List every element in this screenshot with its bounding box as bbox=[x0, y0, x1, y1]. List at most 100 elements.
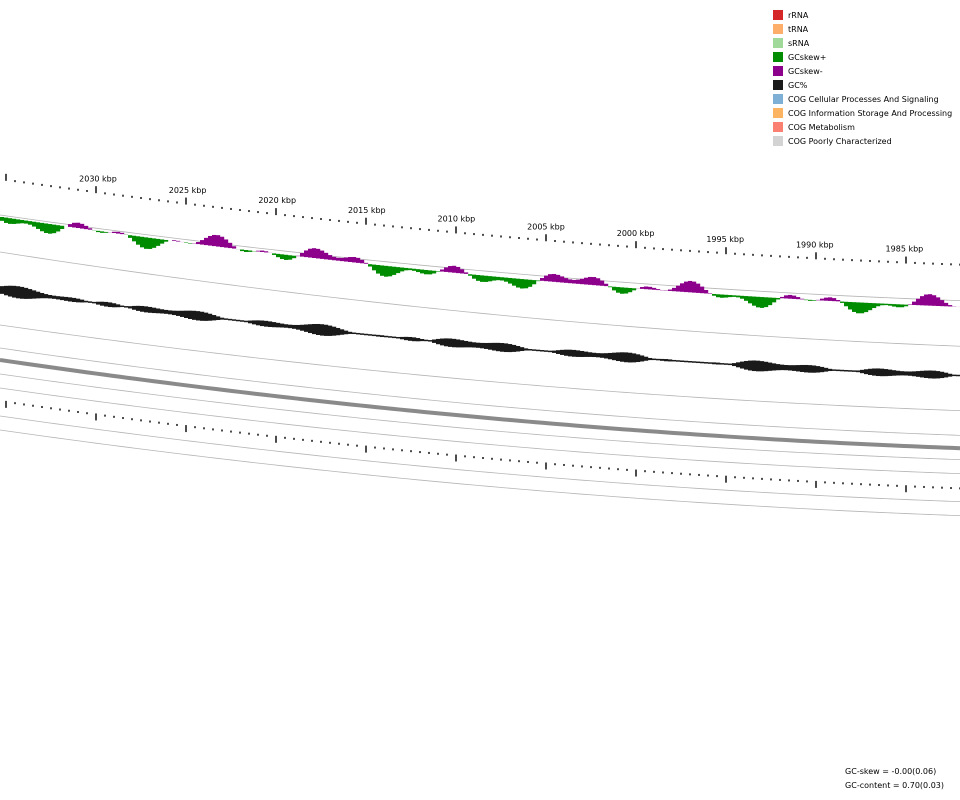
gc-content-bar bbox=[180, 310, 185, 317]
gc-skew-plus-bar bbox=[392, 266, 397, 275]
gc-skew-minus-bar bbox=[344, 257, 349, 262]
gc-content-bar bbox=[684, 360, 689, 363]
gc-content-bar bbox=[544, 350, 549, 352]
gc-skew-minus-bar bbox=[780, 296, 785, 299]
gc-skew-plus-bar bbox=[48, 224, 53, 234]
legend-label: rRNA bbox=[788, 10, 809, 20]
gc-skew-minus-bar bbox=[560, 276, 565, 283]
gc-content-bar bbox=[844, 369, 849, 372]
gc-content-bar bbox=[284, 324, 289, 328]
gc-content-bar bbox=[404, 336, 409, 341]
gc-content-bar bbox=[396, 336, 401, 339]
gc-content-bar bbox=[280, 323, 285, 328]
gc-skew-plus-bar bbox=[272, 253, 277, 255]
gc-content-bar bbox=[636, 354, 641, 363]
gc-content-bar bbox=[240, 320, 245, 322]
gc-skew-plus-bar bbox=[612, 286, 617, 291]
gc-content-bar bbox=[348, 331, 353, 334]
gc-content-bar bbox=[436, 338, 441, 345]
gc-skew-plus-bar bbox=[96, 230, 101, 233]
gc-content-bar bbox=[736, 362, 741, 368]
gc-content-bar bbox=[900, 371, 905, 376]
gc-skew-minus-bar bbox=[784, 295, 789, 299]
gc-skew-minus-bar bbox=[84, 225, 89, 230]
legend-item-gcskew-plus: GCskew+ bbox=[773, 50, 952, 64]
gc-content-bar bbox=[188, 310, 193, 319]
gc-skew-minus-bar bbox=[356, 257, 361, 263]
gc-skew-minus-bar bbox=[308, 248, 313, 258]
gc-skew-plus-bar bbox=[632, 288, 637, 291]
gc-content-bar bbox=[364, 333, 369, 336]
gc-content-bar bbox=[236, 319, 241, 322]
gc-content-bar bbox=[212, 315, 217, 321]
legend-swatch bbox=[773, 80, 783, 90]
gc-content-bar bbox=[556, 350, 561, 354]
gc-content-bar bbox=[124, 306, 129, 308]
gc-content-bar bbox=[344, 330, 349, 335]
gc-skew-minus-bar bbox=[72, 222, 77, 228]
gc-content-bar bbox=[220, 317, 225, 320]
gc-content-bar bbox=[644, 356, 649, 361]
gc-skew-plus-bar bbox=[868, 302, 873, 311]
gc-skew-minus-bar bbox=[300, 252, 305, 257]
gc-skew-plus-bar bbox=[904, 304, 909, 307]
gc-skew-plus-bar bbox=[812, 300, 817, 301]
gc-content-bar bbox=[40, 292, 45, 299]
gc-skew-minus-bar bbox=[680, 283, 685, 292]
track-divider bbox=[0, 251, 960, 347]
gc-skew-plus-bar bbox=[772, 297, 777, 303]
gc-content-bar bbox=[804, 364, 809, 373]
tick-label: 2030 kbp bbox=[79, 174, 117, 183]
gc-skew-plus-bar bbox=[848, 301, 853, 310]
gc-content-bar bbox=[360, 333, 365, 335]
gc-skew-plus-bar bbox=[404, 267, 409, 271]
gc-content-bar bbox=[468, 341, 473, 348]
legend-label: COG Metabolism bbox=[788, 122, 855, 132]
gc-content-bar bbox=[16, 286, 21, 299]
gc-content-bar bbox=[112, 303, 117, 308]
gc-content-bar bbox=[652, 358, 657, 361]
gc-content-bar bbox=[860, 369, 865, 374]
gc-content-bar bbox=[36, 291, 41, 299]
gc-content-bar bbox=[292, 324, 297, 329]
gc-skew-plus-bar bbox=[724, 294, 729, 298]
gc-content-bar bbox=[496, 342, 501, 352]
gc-content-bar bbox=[420, 339, 425, 342]
gc-content-bar bbox=[32, 290, 37, 299]
gc-content-bar bbox=[136, 305, 141, 311]
gc-content-bar bbox=[484, 342, 489, 349]
gc-skew-minus-bar bbox=[648, 286, 653, 290]
gc-content-bar bbox=[440, 338, 445, 346]
gc-skew-plus-bar bbox=[28, 221, 33, 225]
gc-content-bar bbox=[532, 349, 537, 351]
gc-skew-minus-bar bbox=[676, 285, 681, 292]
gc-skew-plus-bar bbox=[276, 253, 281, 258]
backbone bbox=[0, 358, 960, 451]
tick-label: 2005 kbp bbox=[527, 222, 565, 231]
gc-content-bar bbox=[588, 352, 593, 357]
gc-content-bar bbox=[4, 285, 9, 296]
gc-skew-minus-bar bbox=[932, 295, 937, 306]
gc-content-bar bbox=[708, 362, 713, 364]
gc-content-bar bbox=[572, 349, 577, 357]
legend-swatch bbox=[773, 38, 783, 48]
gc-skew-plus-bar bbox=[856, 302, 861, 314]
gc-skew-minus-bar bbox=[576, 279, 581, 284]
gc-skew-plus-bar bbox=[740, 295, 745, 299]
gc-content-bar bbox=[912, 371, 917, 377]
gc-content-bar bbox=[308, 324, 313, 334]
gc-content-bar bbox=[128, 306, 133, 309]
gc-content-bar bbox=[696, 361, 701, 364]
gc-skew-minus-bar bbox=[912, 301, 917, 305]
gc-content-bar bbox=[612, 352, 617, 361]
legend-label: COG Cellular Processes And Signaling bbox=[788, 94, 939, 104]
gc-skew-plus-bar bbox=[284, 254, 289, 260]
gc-content-bar bbox=[724, 363, 729, 365]
gc-content-bar bbox=[948, 373, 953, 377]
legend-swatch bbox=[773, 94, 783, 104]
gc-content-bar bbox=[868, 368, 873, 375]
gc-content-bar bbox=[8, 285, 13, 297]
gc-content-bar bbox=[296, 324, 301, 330]
gc-skew-minus-bar bbox=[260, 250, 265, 252]
gc-content-bar bbox=[648, 357, 653, 361]
